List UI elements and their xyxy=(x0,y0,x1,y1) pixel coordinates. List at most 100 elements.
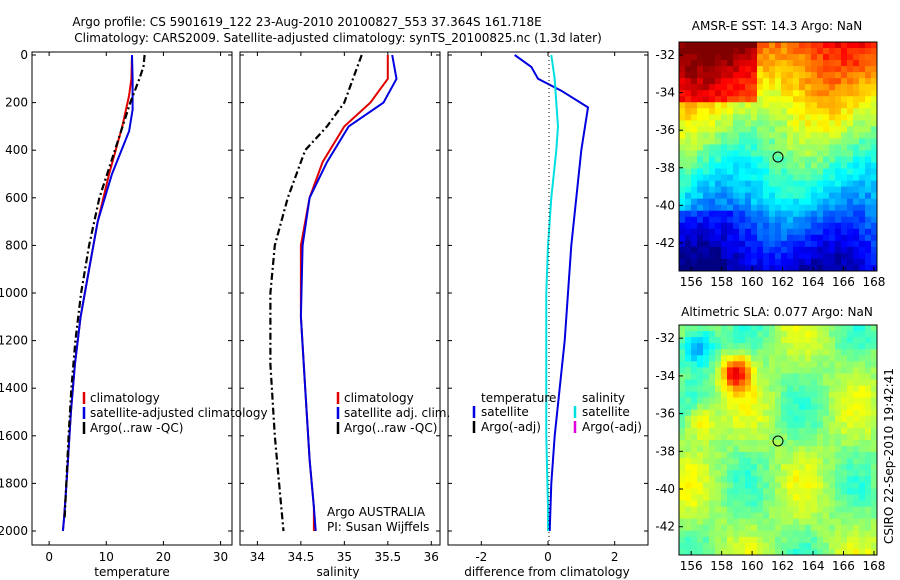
sla-heatmap-cell xyxy=(745,427,752,435)
sst-heatmap-cell xyxy=(697,42,704,49)
sst-heatmap-cell xyxy=(727,252,734,260)
sst-heatmap-cell xyxy=(745,264,752,271)
sla-heatmap-cell xyxy=(715,518,722,526)
sst-heatmap-cell xyxy=(853,204,860,212)
sla-heatmap-cell xyxy=(859,506,866,514)
sla-heatmap-cell xyxy=(757,397,764,405)
sst-heatmap-cell xyxy=(679,138,686,146)
sla-heatmap-cell xyxy=(709,397,716,405)
sst-heatmap-cell xyxy=(715,240,722,248)
sla-heatmap-cell xyxy=(697,518,704,526)
sla-heatmap-cell xyxy=(739,464,746,471)
sst-heatmap-cell xyxy=(679,210,686,218)
sla-heatmap-cell xyxy=(703,355,710,362)
sst-heatmap-cell xyxy=(703,216,710,224)
sla-heatmap-cell xyxy=(781,506,788,514)
sst-heatmap-cell xyxy=(679,108,686,115)
sst-heatmap-cell xyxy=(829,84,836,91)
sst-heatmap-cell xyxy=(721,54,728,61)
sst-heatmap-cell xyxy=(769,138,776,146)
sla-heatmap-cell xyxy=(763,355,770,362)
sst-heatmap-cell xyxy=(835,222,842,230)
sst-heatmap-cell xyxy=(691,246,698,254)
sla-heatmap-cell xyxy=(739,409,746,417)
sla-heatmap-cell xyxy=(853,482,860,490)
sla-heatmap-cell xyxy=(739,343,746,350)
sla-heatmap-cell xyxy=(715,343,722,350)
sla-heatmap-cell xyxy=(775,385,782,393)
sst-heatmap-cell xyxy=(823,258,830,266)
sla-heatmap-cell xyxy=(865,379,872,387)
sla-heatmap-cell xyxy=(841,500,848,508)
sst-heatmap-cell xyxy=(727,192,734,200)
sla-heatmap-cell xyxy=(763,464,770,471)
sla-heatmap-cell xyxy=(793,379,800,387)
sst-heatmap-cell xyxy=(865,156,872,164)
sla-heatmap-cell xyxy=(793,331,800,338)
sla-heatmap-cell xyxy=(751,325,758,332)
sst-heatmap-cell xyxy=(763,162,770,170)
sst-heatmap-cell xyxy=(865,210,872,218)
sla-heatmap-cell xyxy=(847,470,854,477)
sst-heatmap-cell xyxy=(799,204,806,212)
sla-heatmap-cell xyxy=(805,379,812,387)
sla-heatmap-cell xyxy=(757,385,764,393)
sla-heatmap-cell xyxy=(787,506,794,514)
sla-heatmap-cell xyxy=(775,409,782,417)
sla-heatmap-cell xyxy=(721,542,728,550)
sst-heatmap-cell xyxy=(859,168,866,176)
sst-heatmap-cell xyxy=(853,66,860,73)
sla-heatmap-cell xyxy=(865,458,872,465)
sst-heatmap-cell xyxy=(799,210,806,218)
sla-heatmap-cell xyxy=(841,331,848,338)
temperature-series-line xyxy=(63,54,146,520)
sst-heatmap-cell xyxy=(775,216,782,224)
sst-heatmap-cell xyxy=(835,42,842,49)
sla-heatmap-cell xyxy=(853,343,860,350)
sla-heatmap-cell xyxy=(823,512,830,520)
sst-heatmap-cell xyxy=(769,258,776,266)
sla-heatmap-cell xyxy=(865,343,872,350)
sst-heatmap-cell xyxy=(697,120,704,127)
sst-heatmap-cell xyxy=(829,66,836,73)
sst-heatmap-cell xyxy=(745,108,752,115)
sst-heatmap-cell xyxy=(817,54,824,61)
sst-heatmap-cell xyxy=(763,108,770,115)
salinity-xlabel: salinity xyxy=(316,565,359,579)
sst-heatmap-cell xyxy=(853,138,860,146)
sla-heatmap-cell xyxy=(811,421,818,429)
sst-heatmap-cell xyxy=(865,198,872,206)
sst-heatmap-cell xyxy=(757,78,764,85)
sla-heatmap-cell xyxy=(859,367,866,375)
sst-heatmap-cell xyxy=(841,150,848,158)
sst-heatmap-cell xyxy=(697,96,704,103)
sst-heatmap-cell xyxy=(781,192,788,200)
sst-heatmap-cell xyxy=(691,156,698,164)
sst-heatmap-cell xyxy=(787,162,794,170)
sla-heatmap-cell xyxy=(853,512,860,520)
sla-heatmap-cell xyxy=(841,379,848,387)
sla-heatmap-cell xyxy=(691,349,698,356)
sst-heatmap-cell xyxy=(781,150,788,158)
sla-heatmap-cell xyxy=(697,349,704,356)
sla-heatmap-cell xyxy=(775,446,782,453)
sla-heatmap-cell xyxy=(817,542,824,550)
sst-heatmap-cell xyxy=(727,240,734,248)
sla-heatmap-cell xyxy=(691,391,698,399)
sla-heatmap-cell xyxy=(871,524,877,532)
sla-heatmap-cell xyxy=(703,361,710,368)
sst-heatmap-cell xyxy=(733,210,740,218)
temperature-xtick-label: 30 xyxy=(213,550,228,564)
sst-heatmap-cell xyxy=(739,258,746,266)
sla-heatmap-cell xyxy=(811,409,818,417)
sst-heatmap-cell xyxy=(733,90,740,97)
sst-heatmap-cell xyxy=(763,66,770,73)
sst-heatmap-cell xyxy=(841,198,848,206)
sst-heatmap-cell xyxy=(709,72,716,79)
sst-heatmap-cell xyxy=(811,204,818,212)
sst-heatmap-cell xyxy=(763,186,770,194)
sla-heatmap-cell xyxy=(757,446,764,453)
sla-heatmap-cell xyxy=(823,433,830,441)
sla-heatmap-cell xyxy=(763,470,770,477)
sla-heatmap-cell xyxy=(679,488,686,496)
